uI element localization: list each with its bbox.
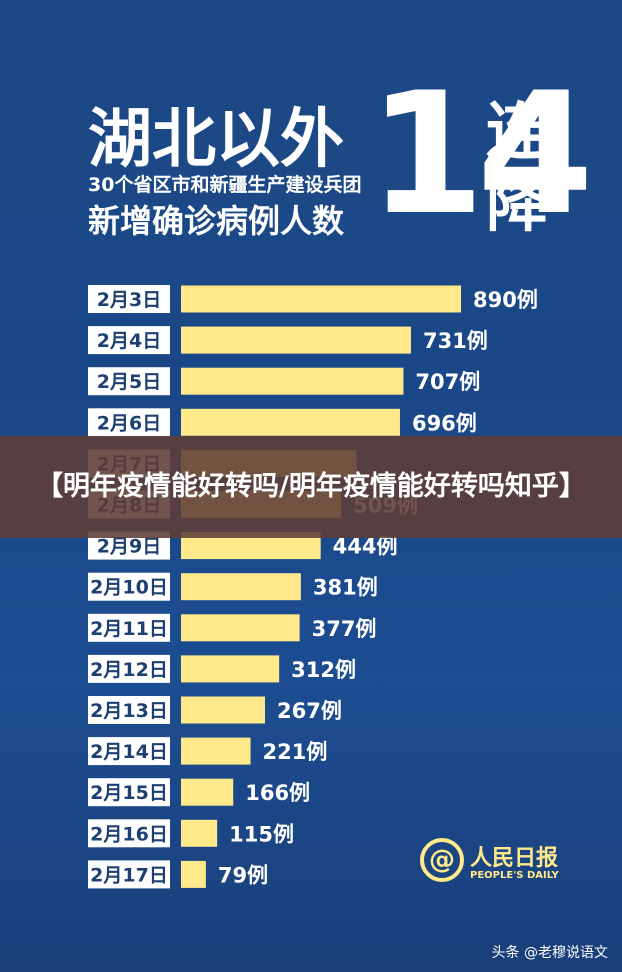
value-label: 312例 xyxy=(291,658,356,682)
peoples-daily-logo: @ 人民日报 PEOPLE'S DAILY xyxy=(420,838,570,888)
header: 湖北以外 30个省区市和新疆生产建设兵团 新增确诊病例人数 14 连降 xyxy=(0,0,622,280)
bar xyxy=(181,285,461,313)
bar xyxy=(181,573,301,601)
value-label: 115例 xyxy=(229,822,294,846)
category-box xyxy=(88,613,170,642)
category-box xyxy=(88,860,170,889)
bar xyxy=(181,819,218,847)
subtitle-line2: 新增确诊病例人数 xyxy=(88,202,345,240)
category-label: 2月11日 xyxy=(90,618,168,640)
value-label: 267例 xyxy=(277,699,342,723)
category-label: 2月4日 xyxy=(97,330,161,352)
category-label: 2月3日 xyxy=(97,289,161,311)
bar xyxy=(181,655,280,683)
bar xyxy=(181,778,234,806)
bar xyxy=(181,737,251,765)
bar xyxy=(181,367,404,395)
category-box xyxy=(88,819,170,848)
bar-chart: 2月3日890例2月4日731例2月5日707例2月6日696例2月7日2月8日… xyxy=(88,285,538,889)
category-box xyxy=(88,572,170,601)
category-label: 2月16日 xyxy=(90,823,168,845)
vertical-text: 连降 xyxy=(485,95,548,240)
value-label: 221例 xyxy=(263,740,328,764)
bar xyxy=(181,860,206,888)
watermark: 头条 @老穆说语文 xyxy=(491,945,608,961)
category-box xyxy=(88,285,170,313)
value-label: 707例 xyxy=(415,370,480,394)
category-label: 2月15日 xyxy=(90,782,168,804)
value-label: 696例 xyxy=(412,411,477,435)
category-label: 2月10日 xyxy=(90,577,168,599)
subtitle-line1: 30个省区市和新疆生产建设兵团 xyxy=(88,174,362,196)
banner-text[interactable]: 【明年疫情能好转吗/明年疫情能好转吗知乎】 xyxy=(36,471,586,502)
category-label: 2月9日 xyxy=(97,536,161,558)
logo-english: PEOPLE'S DAILY xyxy=(470,870,559,881)
title-main: 湖北以外 xyxy=(88,103,344,177)
category-box xyxy=(88,737,170,766)
bar xyxy=(181,696,265,724)
at-sign-icon: @ xyxy=(420,838,464,882)
category-label: 2月5日 xyxy=(97,371,161,393)
category-box xyxy=(88,326,170,355)
logo-name: 人民日报 xyxy=(470,846,559,871)
overlay-banner[interactable]: 【明年疫情能好转吗/明年疫情能好转吗知乎】 xyxy=(0,436,622,538)
category-label: 2月6日 xyxy=(97,412,161,434)
category-label: 2月14日 xyxy=(90,741,168,763)
value-label: 731例 xyxy=(423,329,488,353)
category-box xyxy=(88,408,170,437)
bar xyxy=(181,408,400,436)
category-box xyxy=(88,696,170,724)
category-label: 2月17日 xyxy=(90,864,168,886)
value-label: 444例 xyxy=(333,535,398,559)
category-label: 2月13日 xyxy=(90,700,168,722)
value-label: 377例 xyxy=(312,617,377,641)
big-number: 14 xyxy=(368,56,594,252)
bar xyxy=(181,614,300,642)
value-label: 890例 xyxy=(473,288,538,312)
category-box xyxy=(88,778,170,807)
category-box xyxy=(88,367,170,396)
bar xyxy=(181,326,411,354)
value-label: 79例 xyxy=(218,863,268,887)
value-label: 166例 xyxy=(245,781,310,805)
category-label: 2月12日 xyxy=(90,659,168,681)
category-box xyxy=(88,654,170,683)
value-label: 381例 xyxy=(313,576,378,600)
